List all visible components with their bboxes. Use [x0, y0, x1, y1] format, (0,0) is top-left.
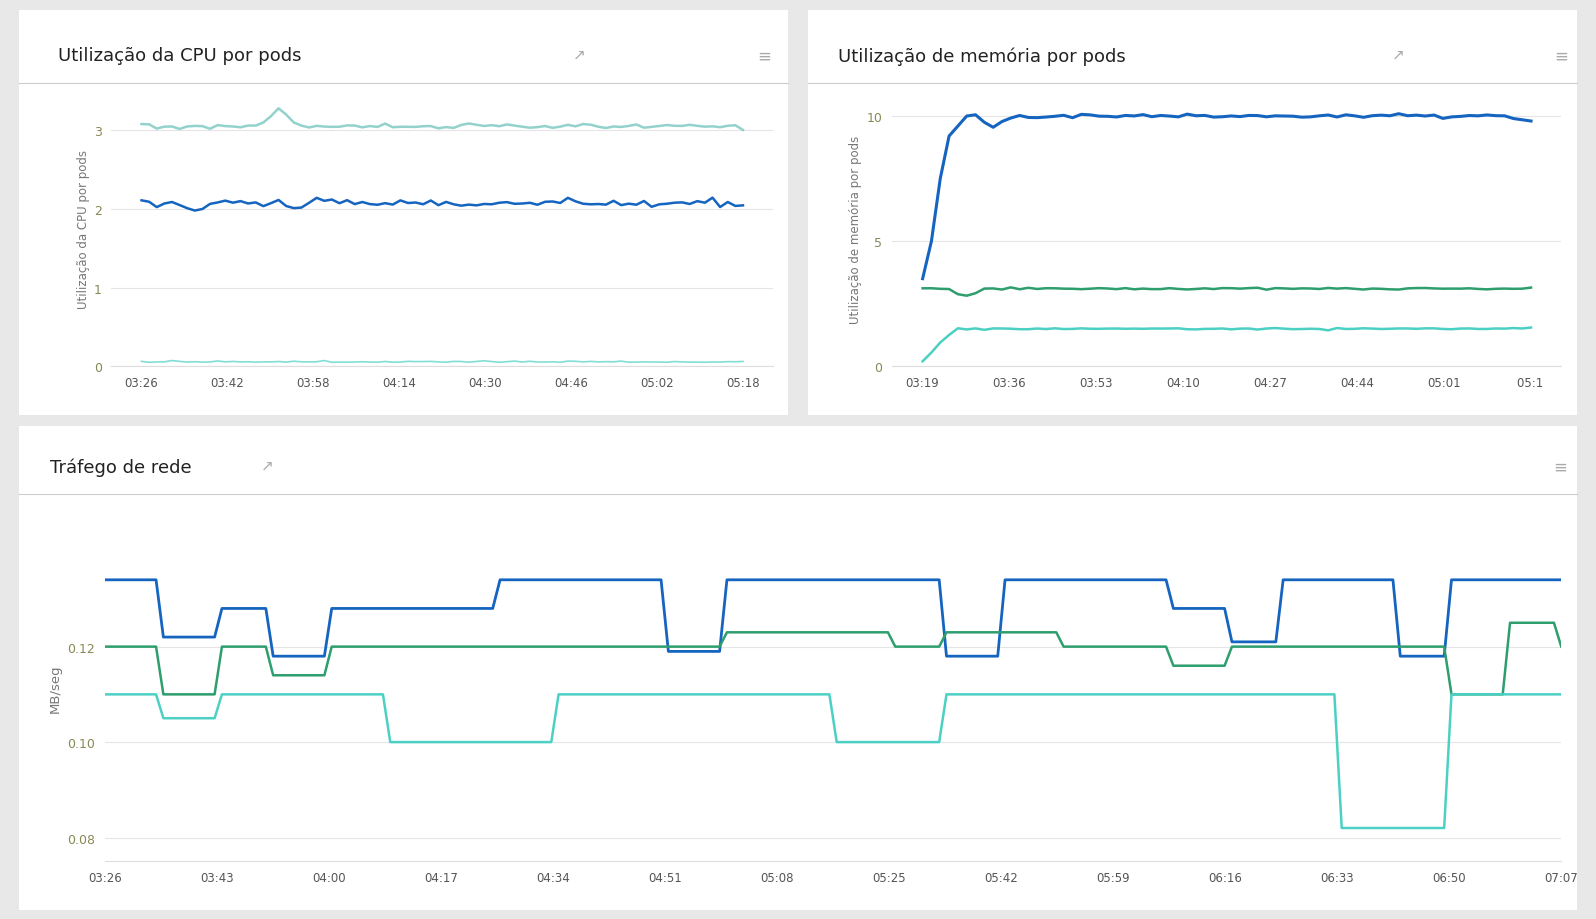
Text: ↗: ↗: [260, 458, 273, 472]
Text: Tráfego de rede: Tráfego de rede: [51, 458, 192, 476]
Y-axis label: MB/seg: MB/seg: [48, 664, 62, 711]
Text: ≡: ≡: [1555, 48, 1567, 65]
Y-axis label: Utilização de memória por pods: Utilização de memória por pods: [849, 135, 862, 323]
Text: ≡: ≡: [1553, 458, 1567, 476]
Text: ↗: ↗: [1392, 48, 1404, 62]
Text: Utilização da CPU por pods: Utilização da CPU por pods: [57, 48, 302, 65]
Text: Utilização de memória por pods: Utilização de memória por pods: [838, 48, 1127, 66]
Text: ↗: ↗: [573, 48, 586, 62]
Text: ≡: ≡: [758, 48, 771, 65]
Y-axis label: Utilização da CPU por pods: Utilização da CPU por pods: [77, 150, 89, 309]
